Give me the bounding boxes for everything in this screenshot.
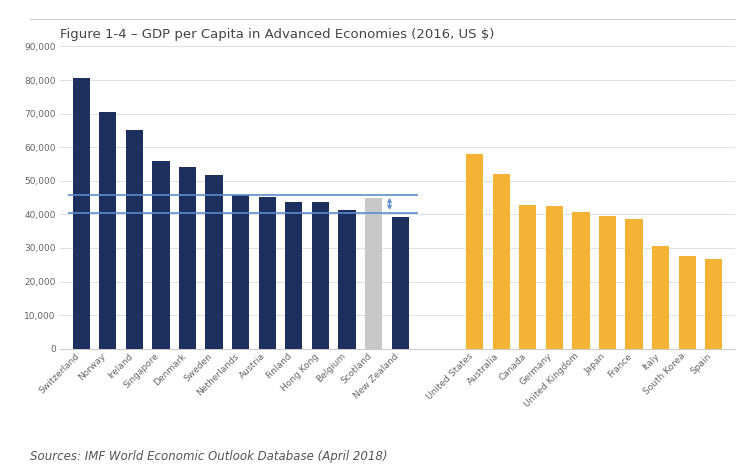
Bar bbox=[679, 256, 696, 349]
Text: Figure 1-4 – GDP per Capita in Advanced Economies (2016, US $): Figure 1-4 – GDP per Capita in Advanced … bbox=[60, 28, 494, 41]
Bar bbox=[338, 210, 356, 349]
Bar bbox=[152, 161, 170, 349]
Bar bbox=[206, 175, 223, 349]
Bar bbox=[259, 197, 276, 349]
Bar bbox=[493, 174, 510, 349]
Bar bbox=[572, 212, 590, 349]
Bar bbox=[285, 202, 302, 349]
Bar bbox=[705, 259, 722, 349]
Bar bbox=[626, 219, 643, 349]
Bar bbox=[126, 130, 143, 349]
Text: Sources: IMF World Economic Outlook Database (April 2018): Sources: IMF World Economic Outlook Data… bbox=[30, 450, 388, 463]
Bar bbox=[519, 206, 536, 349]
Bar bbox=[392, 217, 409, 349]
Bar bbox=[546, 206, 563, 349]
Bar bbox=[73, 78, 90, 349]
Bar bbox=[232, 195, 249, 349]
Bar bbox=[99, 112, 116, 349]
Bar bbox=[652, 246, 669, 349]
Bar bbox=[365, 198, 382, 349]
Bar bbox=[598, 216, 616, 349]
Bar bbox=[466, 154, 483, 349]
Bar bbox=[312, 202, 329, 349]
Bar bbox=[179, 167, 196, 349]
